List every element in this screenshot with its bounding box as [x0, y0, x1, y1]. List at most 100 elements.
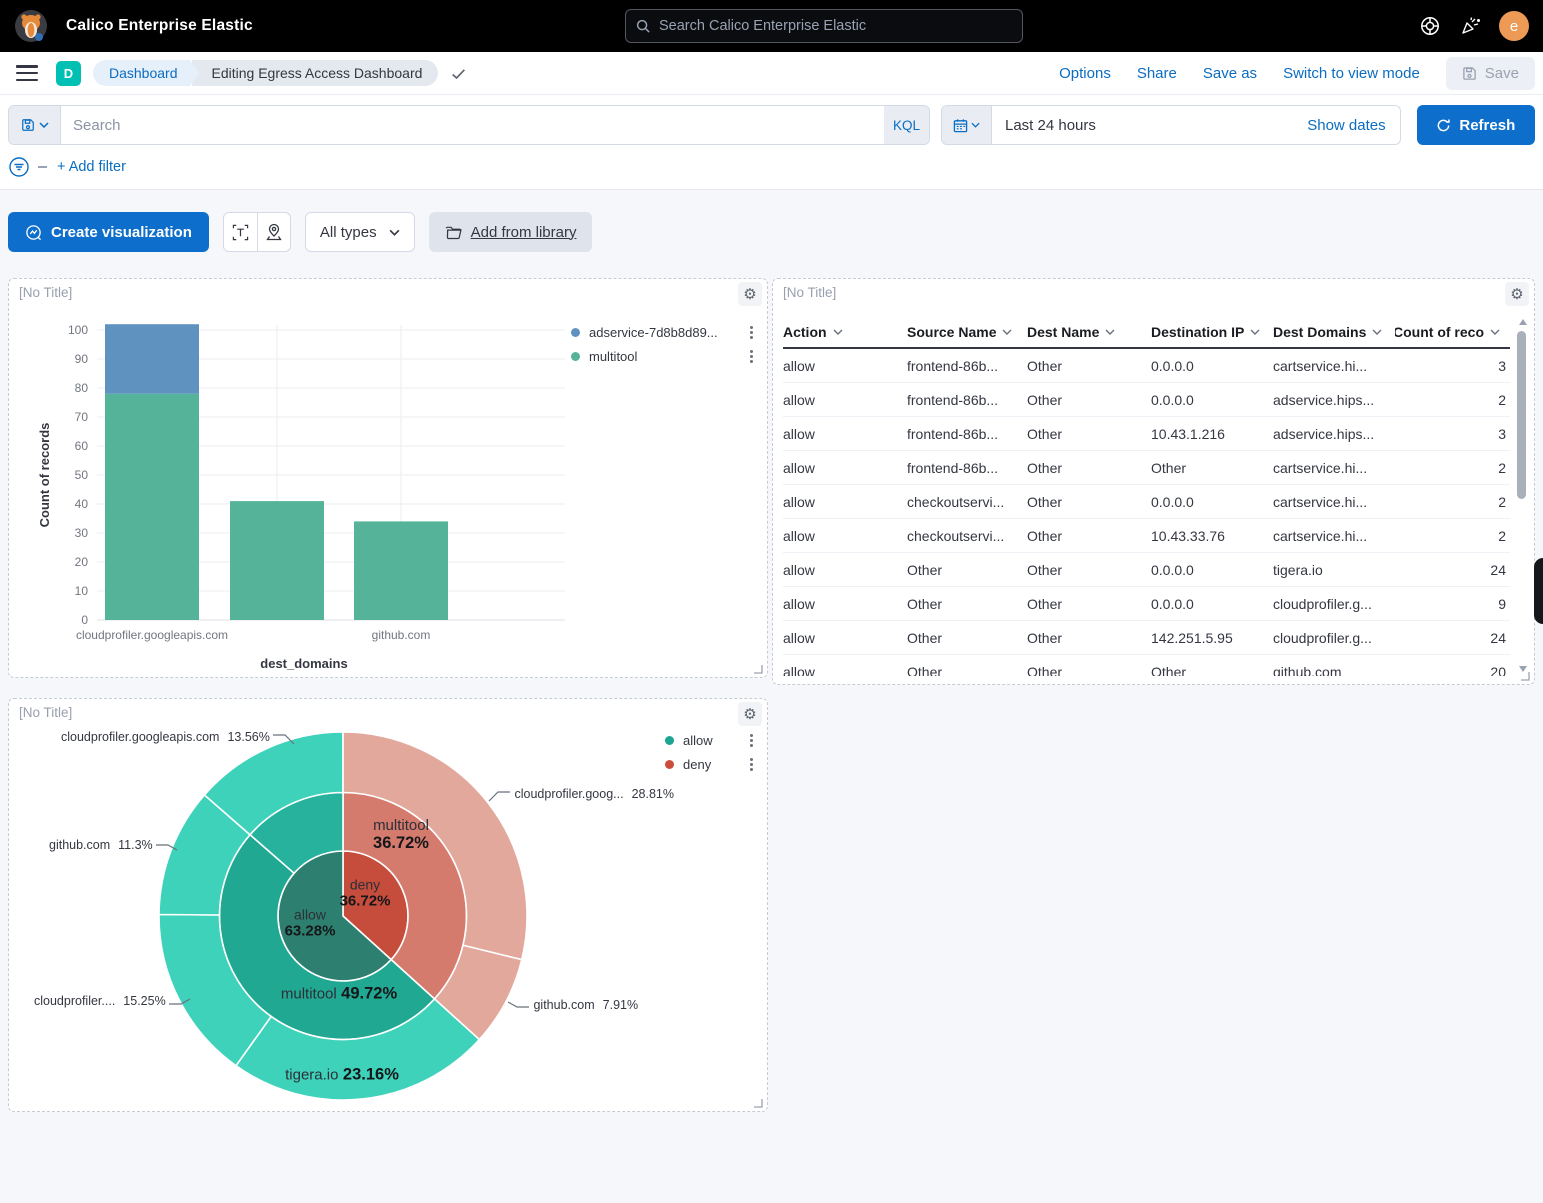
bar-series — [105, 324, 448, 620]
column-header[interactable]: Dest Domains — [1273, 317, 1395, 347]
scroll-up-icon[interactable] — [1519, 319, 1527, 325]
table-cell: Other — [1027, 629, 1063, 646]
legend-actions-icon[interactable] — [750, 326, 753, 329]
legend-item[interactable]: multitool — [571, 349, 753, 364]
breadcrumb: Dashboard Editing Egress Access Dashboar… — [93, 60, 467, 86]
saved-query-menu-button[interactable] — [9, 106, 61, 144]
refresh-icon — [1436, 118, 1451, 133]
table-cell: Other — [1027, 391, 1063, 408]
global-search-input[interactable] — [659, 18, 1012, 34]
sunburst-slice[interactable] — [342, 731, 528, 961]
bar-segment[interactable] — [105, 393, 199, 620]
table-cell: allow — [783, 459, 815, 476]
chevron-down-icon[interactable] — [1105, 329, 1115, 335]
refresh-button[interactable]: Refresh — [1416, 105, 1535, 145]
panel-title[interactable]: [No Title] — [783, 285, 837, 300]
chevron-down-icon[interactable] — [1002, 329, 1012, 335]
resize-handle[interactable] — [1520, 671, 1530, 681]
chevron-down-icon[interactable] — [833, 329, 843, 335]
column-header[interactable]: Destination IP — [1151, 317, 1273, 347]
table-cell: 142.251.5.95 — [1151, 629, 1233, 646]
svg-text:90: 90 — [75, 352, 89, 366]
switch-view-mode-button[interactable]: Switch to view mode — [1283, 64, 1420, 82]
svg-text:cloudprofiler.googleapis.com: cloudprofiler.googleapis.com — [76, 628, 228, 642]
menu-icon[interactable] — [16, 65, 38, 81]
table-cell: Other — [1027, 527, 1063, 544]
panel-title[interactable]: [No Title] — [19, 285, 73, 300]
bar-chart-panel: [No Title] ⚙ 0 10 20 30 40 50 60 70 80 90 100 cloud… — [8, 278, 768, 678]
app-title: Calico Enterprise Elastic — [66, 17, 253, 34]
kql-language-button[interactable]: KQL — [883, 106, 929, 144]
announcements-icon[interactable] — [1459, 15, 1481, 37]
chevron-down-icon[interactable] — [1490, 329, 1500, 335]
panel-settings-gear-icon[interactable]: ⚙ — [738, 282, 762, 306]
svg-text:20: 20 — [75, 555, 89, 569]
legend-actions-icon[interactable] — [750, 350, 753, 353]
column-header[interactable]: Source Name — [907, 317, 1027, 347]
query-input[interactable] — [61, 106, 884, 144]
table-cell: allow — [783, 425, 815, 442]
create-visualization-button[interactable]: Create visualization — [8, 212, 209, 252]
collapsed-flyout-handle[interactable] — [1534, 558, 1543, 624]
global-search[interactable] — [625, 9, 1023, 43]
bar-segment[interactable] — [105, 324, 199, 394]
help-icon[interactable] — [1419, 15, 1441, 37]
legend-item[interactable]: adservice-7d8b8d89... — [571, 325, 753, 340]
column-header[interactable]: Action — [783, 317, 907, 347]
scrollbar-thumb[interactable] — [1517, 331, 1526, 499]
legend-dot — [665, 736, 674, 745]
sunburst-slice[interactable] — [203, 731, 344, 836]
check-icon[interactable] — [450, 65, 467, 82]
table-cell: Other — [907, 663, 943, 677]
slice-callout: cloudprofiler.... 15.25% — [34, 994, 191, 1008]
resize-handle[interactable] — [753, 664, 763, 674]
space-badge[interactable]: D — [56, 60, 81, 86]
svg-text:50: 50 — [75, 468, 89, 482]
share-button[interactable]: Share — [1136, 64, 1177, 82]
chevron-down-icon[interactable] — [1372, 329, 1382, 335]
table-cell: 24 — [1490, 629, 1506, 646]
save-as-button[interactable]: Save as — [1202, 64, 1258, 82]
table-cell: 0.0.0.0 — [1151, 595, 1194, 612]
panel-settings-gear-icon[interactable]: ⚙ — [738, 702, 762, 726]
table-row: allow Other Other 142.251.5.95 cloudprofiler… — [783, 621, 1510, 655]
user-avatar[interactable]: e — [1499, 11, 1529, 41]
table-cell: frontend-86b... — [907, 357, 999, 374]
add-filter-button[interactable]: + Add filter — [57, 159, 126, 175]
bar-segment[interactable] — [230, 501, 324, 620]
time-range-value[interactable]: Last 24 hours — [1005, 116, 1096, 134]
show-dates-button[interactable]: Show dates — [1307, 116, 1386, 134]
save-button[interactable]: Save — [1445, 56, 1535, 90]
legend-item[interactable]: allow — [665, 733, 753, 748]
table-cell: 10.43.33.76 — [1151, 527, 1225, 544]
bar-segment[interactable] — [354, 521, 448, 620]
panel-title[interactable]: [No Title] — [19, 705, 73, 720]
column-header[interactable]: Dest Name — [1027, 317, 1151, 347]
slice-callout: cloudprofiler.googleapis.com 13.56% — [61, 730, 295, 745]
table-cell: Other — [1027, 663, 1063, 677]
scroll-down-icon[interactable] — [1519, 666, 1527, 672]
add-map-button[interactable] — [256, 213, 290, 251]
table-cell: Other — [1151, 459, 1187, 476]
breadcrumb-current: Editing Egress Access Dashboard — [191, 60, 439, 86]
filter-icon[interactable] — [8, 156, 30, 178]
table-cell: cartservice.hi... — [1273, 493, 1368, 510]
add-from-library-button[interactable]: Add from library — [428, 212, 593, 252]
all-types-dropdown[interactable]: All types — [304, 212, 415, 252]
table-cell: cloudprofiler.g... — [1273, 629, 1372, 646]
resize-handle[interactable] — [753, 1098, 763, 1108]
calico-logo — [14, 9, 48, 43]
panel-settings-gear-icon[interactable]: ⚙ — [1505, 282, 1529, 306]
table-cell: checkoutservi... — [907, 527, 1005, 544]
breadcrumb-dashboard[interactable]: Dashboard — [93, 60, 198, 86]
svg-text:80: 80 — [75, 381, 89, 395]
legend-actions-icon[interactable] — [750, 734, 753, 737]
chevron-down-icon[interactable] — [1250, 329, 1260, 335]
add-text-button[interactable] — [224, 213, 257, 251]
table-cell: github.com — [1273, 663, 1342, 677]
legend-item[interactable]: deny — [665, 757, 753, 772]
legend-actions-icon[interactable] — [750, 758, 753, 761]
options-button[interactable]: Options — [1059, 64, 1111, 82]
calendar-menu-button[interactable] — [942, 106, 992, 144]
column-header[interactable]: Count of reco — [1395, 317, 1510, 347]
